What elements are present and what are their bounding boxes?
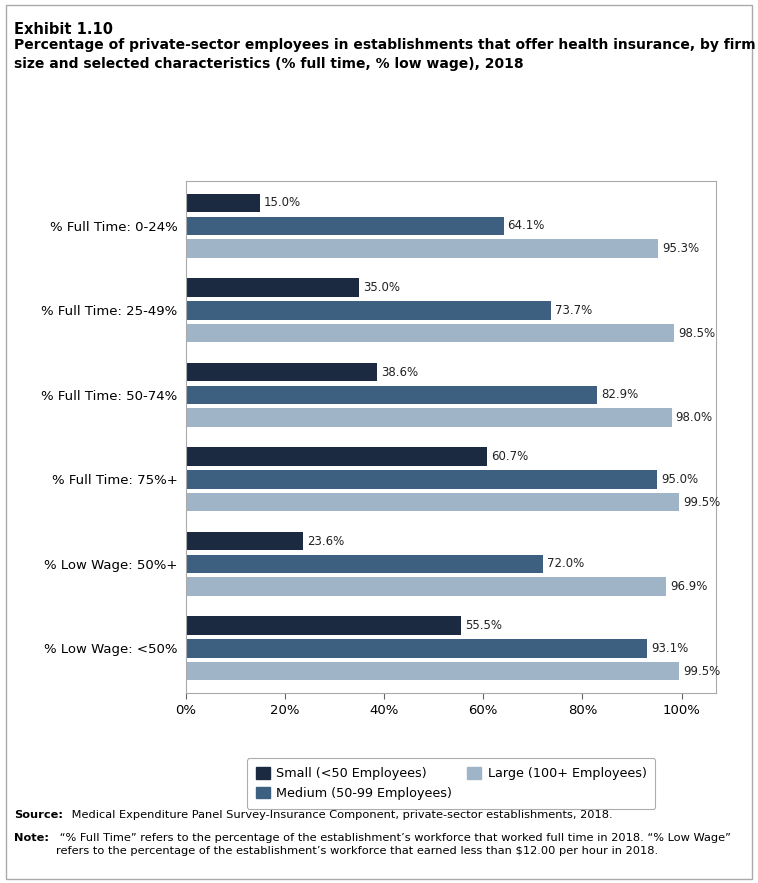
Text: 93.1%: 93.1% [651, 642, 688, 655]
Bar [186, 324, 674, 343]
Bar [186, 493, 679, 511]
Text: 72.0%: 72.0% [547, 557, 584, 570]
Bar [186, 616, 461, 635]
Bar [186, 239, 658, 258]
Bar [186, 532, 302, 550]
Text: 64.1%: 64.1% [508, 219, 545, 232]
Bar [186, 386, 597, 404]
Bar [186, 639, 647, 658]
Legend: Small (<50 Employees), Medium (50-99 Employees), Large (100+ Employees): Small (<50 Employees), Medium (50-99 Emp… [246, 758, 656, 809]
Text: 73.7%: 73.7% [555, 304, 593, 317]
Text: 95.3%: 95.3% [662, 242, 700, 255]
Bar [186, 555, 543, 573]
Bar [186, 470, 656, 488]
Text: Percentage of private-sector employees in establishments that offer health insur: Percentage of private-sector employees i… [14, 38, 755, 71]
Text: 99.5%: 99.5% [683, 495, 720, 509]
Bar [186, 662, 679, 681]
Text: 82.9%: 82.9% [601, 389, 638, 402]
Text: 98.5%: 98.5% [678, 327, 716, 340]
Bar [186, 278, 359, 297]
Bar [186, 447, 487, 466]
Text: 99.5%: 99.5% [683, 665, 720, 677]
Text: 23.6%: 23.6% [307, 534, 344, 547]
Text: “% Full Time” refers to the percentage of the establishment’s workforce that wor: “% Full Time” refers to the percentage o… [56, 833, 731, 856]
Bar [186, 216, 503, 235]
Text: 15.0%: 15.0% [264, 197, 301, 209]
Text: Source:: Source: [14, 810, 63, 819]
Text: 55.5%: 55.5% [465, 619, 502, 632]
Text: 60.7%: 60.7% [490, 450, 528, 463]
Bar [186, 301, 551, 320]
Bar [186, 577, 666, 596]
Bar [186, 193, 260, 212]
Text: 38.6%: 38.6% [381, 366, 418, 379]
Text: Note:: Note: [14, 833, 49, 842]
Bar [186, 408, 672, 427]
Text: Medical Expenditure Panel Survey-Insurance Component, private-sector establishme: Medical Expenditure Panel Survey-Insuran… [68, 810, 613, 819]
Text: 35.0%: 35.0% [363, 281, 400, 294]
Bar [186, 363, 377, 381]
Text: 96.9%: 96.9% [670, 580, 707, 593]
Text: Exhibit 1.10: Exhibit 1.10 [14, 22, 113, 37]
Text: 95.0%: 95.0% [661, 472, 698, 486]
Text: 98.0%: 98.0% [675, 411, 713, 424]
